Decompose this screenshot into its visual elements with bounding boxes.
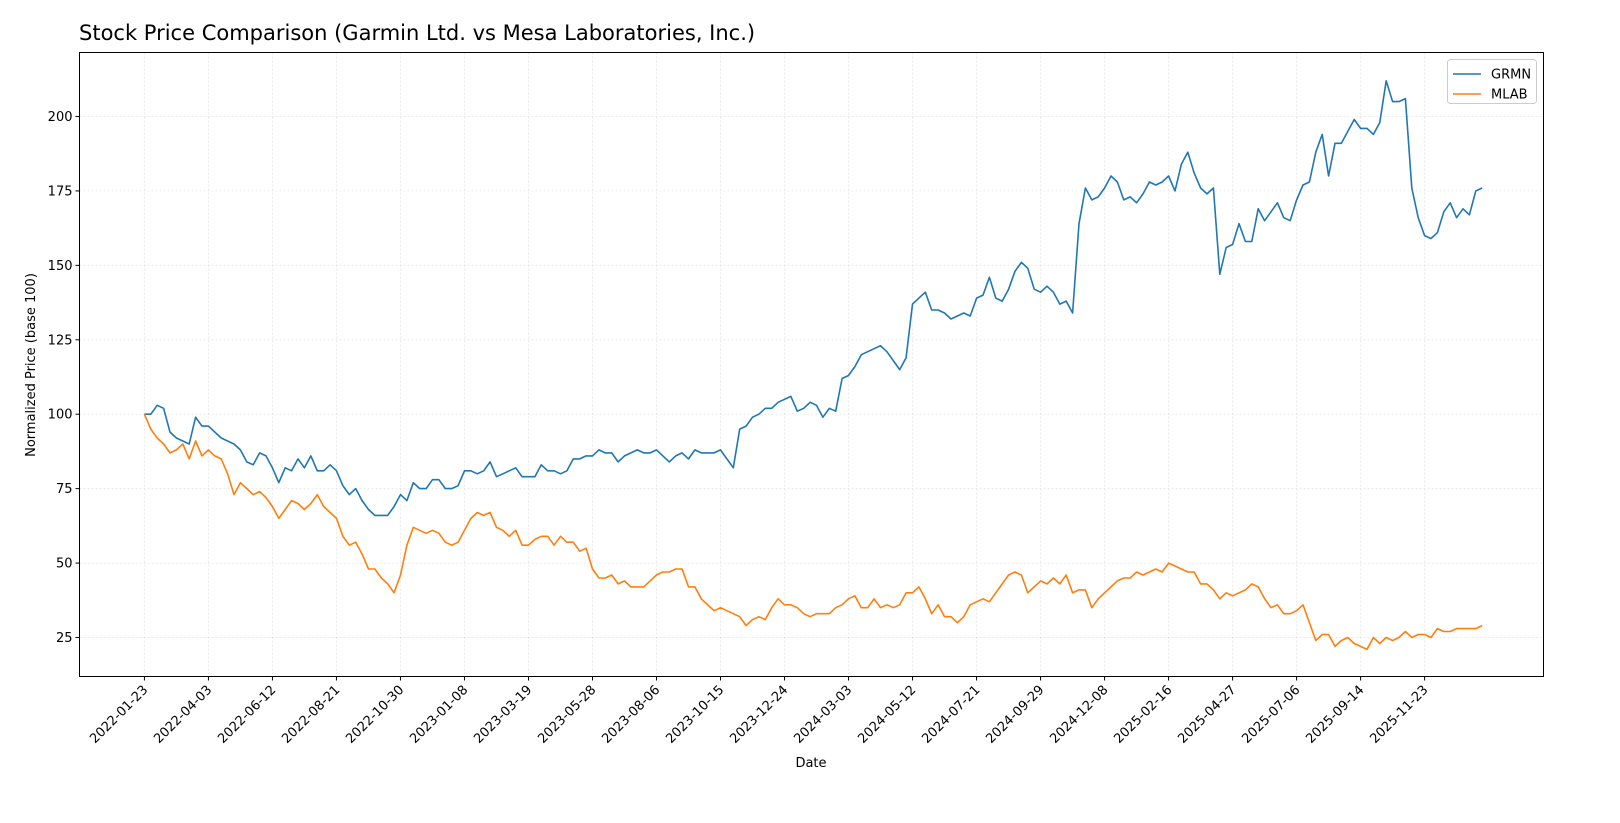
series-line-grmn xyxy=(144,80,1483,517)
legend-label-grmn: GRMN xyxy=(1491,68,1531,83)
x-tick-label: 2024-09-29 xyxy=(983,683,1047,747)
x-tick-label: 2023-01-08 xyxy=(407,683,471,747)
grid xyxy=(79,52,1544,677)
x-tick-label: 2024-05-12 xyxy=(855,683,919,747)
chart-title: Stock Price Comparison (Garmin Ltd. vs M… xyxy=(79,21,755,45)
x-tick-label: 2022-06-12 xyxy=(215,683,279,747)
x-tick-label: 2023-08-06 xyxy=(599,683,663,747)
y-tick-label: 100 xyxy=(48,408,73,423)
x-axis: 2022-01-23 2022-04-03 2022-06-12 2022-08-21… xyxy=(87,676,1431,747)
x-tick-label: 2025-11-23 xyxy=(1367,683,1431,747)
x-axis-label: Date xyxy=(795,756,826,771)
x-tick-label: 2024-12-08 xyxy=(1047,683,1111,747)
plot-frame xyxy=(79,52,1544,677)
x-tick-label: 2025-04-27 xyxy=(1175,683,1239,747)
x-tick-label: 2025-09-14 xyxy=(1303,683,1367,747)
x-tick-label: 2022-04-03 xyxy=(151,683,215,747)
y-tick-label: 75 xyxy=(56,482,73,497)
legend-label-mlab: MLAB xyxy=(1491,88,1528,103)
x-tick-label: 2023-12-24 xyxy=(727,683,791,747)
x-tick-label: 2024-03-03 xyxy=(791,683,855,747)
x-tick-label: 2022-10-30 xyxy=(343,683,407,747)
y-tick-label: 25 xyxy=(56,631,73,646)
y-axis-label: Normalized Price (base 100) xyxy=(24,273,39,457)
x-tick-label: 2025-02-16 xyxy=(1111,683,1175,747)
y-tick-label: 125 xyxy=(48,333,73,348)
y-tick-label: 175 xyxy=(48,184,73,199)
series-lines xyxy=(143,80,1483,651)
x-tick-label: 2023-05-28 xyxy=(535,683,599,747)
y-tick-label: 50 xyxy=(56,557,73,572)
x-tick-label: 2025-07-06 xyxy=(1239,683,1303,747)
x-tick-label: 2023-10-15 xyxy=(663,683,727,747)
y-axis: 25 50 75 100 125 150 175 200 xyxy=(48,110,80,646)
x-tick-label: 2023-03-19 xyxy=(471,683,535,747)
legend: GRMN MLAB xyxy=(1447,59,1537,104)
x-tick-label: 2022-08-21 xyxy=(279,683,343,747)
series-line-mlab xyxy=(143,413,1483,651)
legend-frame xyxy=(1447,59,1537,104)
y-tick-label: 150 xyxy=(48,259,73,274)
y-tick-label: 200 xyxy=(48,110,73,125)
x-tick-label: 2022-01-23 xyxy=(87,683,151,747)
x-tick-label: 2024-07-21 xyxy=(919,683,983,747)
